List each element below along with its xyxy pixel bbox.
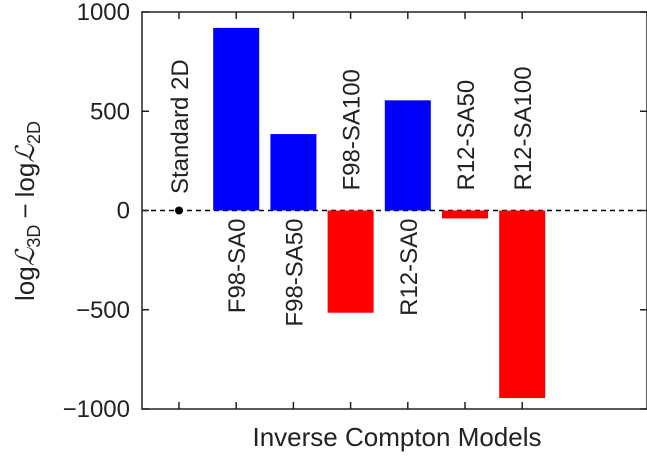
bars-group — [213, 27, 546, 399]
y-axis-title-minus: − — [10, 203, 40, 218]
bar-label-f98-sa100: F98-SA100 — [339, 69, 366, 190]
bar-labels-group: F98-SA0 F98-SA50 F98-SA100 R12-SA0 R12-SA50 R… — [224, 66, 537, 326]
y-axis-title: logℒ3D−logℒ2D — [10, 121, 44, 301]
y-axis-title-log2: log — [10, 163, 40, 198]
standard-2d-marker — [175, 206, 183, 215]
y-axis-title-L1: ℒ — [10, 246, 40, 266]
bar-label-r12-sa50: R12-SA50 — [453, 80, 480, 191]
bar-label-f98-sa0: F98-SA0 — [224, 219, 251, 314]
bar-f98-sa100 — [327, 210, 374, 313]
standard-2d-label: Standard 2D — [167, 59, 194, 194]
y-axis-title-L2: ℒ — [10, 143, 40, 163]
bar-f98-sa50 — [270, 134, 317, 211]
bar-r12-sa50 — [442, 210, 488, 219]
y-axis-title-sub1: 3D — [24, 225, 44, 248]
x-axis-title: Inverse Compton Models — [252, 422, 541, 452]
bar-r12-sa100 — [499, 210, 546, 399]
y-tick-label: −500 — [76, 297, 130, 324]
y-tick-label: 500 — [90, 98, 130, 125]
ticks-group: 1000 500 0 −500 −1000 — [63, 0, 647, 423]
bar-label-f98-sa50: F98-SA50 — [281, 219, 308, 327]
y-axis-title-log1: log — [10, 266, 40, 301]
bar-label-r12-sa100: R12-SA100 — [510, 66, 537, 190]
bar-r12-sa0 — [384, 100, 431, 211]
bar-f98-sa0 — [213, 27, 260, 211]
bar-label-r12-sa0: R12-SA0 — [396, 219, 423, 316]
y-axis-title-sub2: 2D — [24, 121, 44, 144]
y-tick-label: 0 — [117, 198, 130, 225]
y-tick-label: 1000 — [77, 0, 130, 26]
y-tick-label: −1000 — [63, 396, 130, 423]
